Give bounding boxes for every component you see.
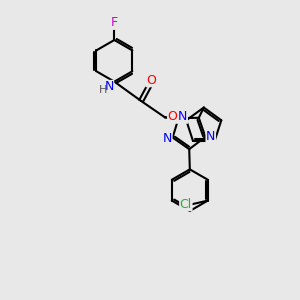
Text: O: O [168, 110, 178, 123]
Text: N: N [178, 110, 188, 123]
Text: F: F [111, 16, 118, 29]
Text: H: H [99, 85, 107, 95]
Text: N: N [104, 80, 114, 94]
Text: O: O [146, 74, 156, 87]
Text: N: N [206, 130, 215, 143]
Text: Cl: Cl [180, 198, 192, 211]
Text: N: N [163, 132, 172, 145]
